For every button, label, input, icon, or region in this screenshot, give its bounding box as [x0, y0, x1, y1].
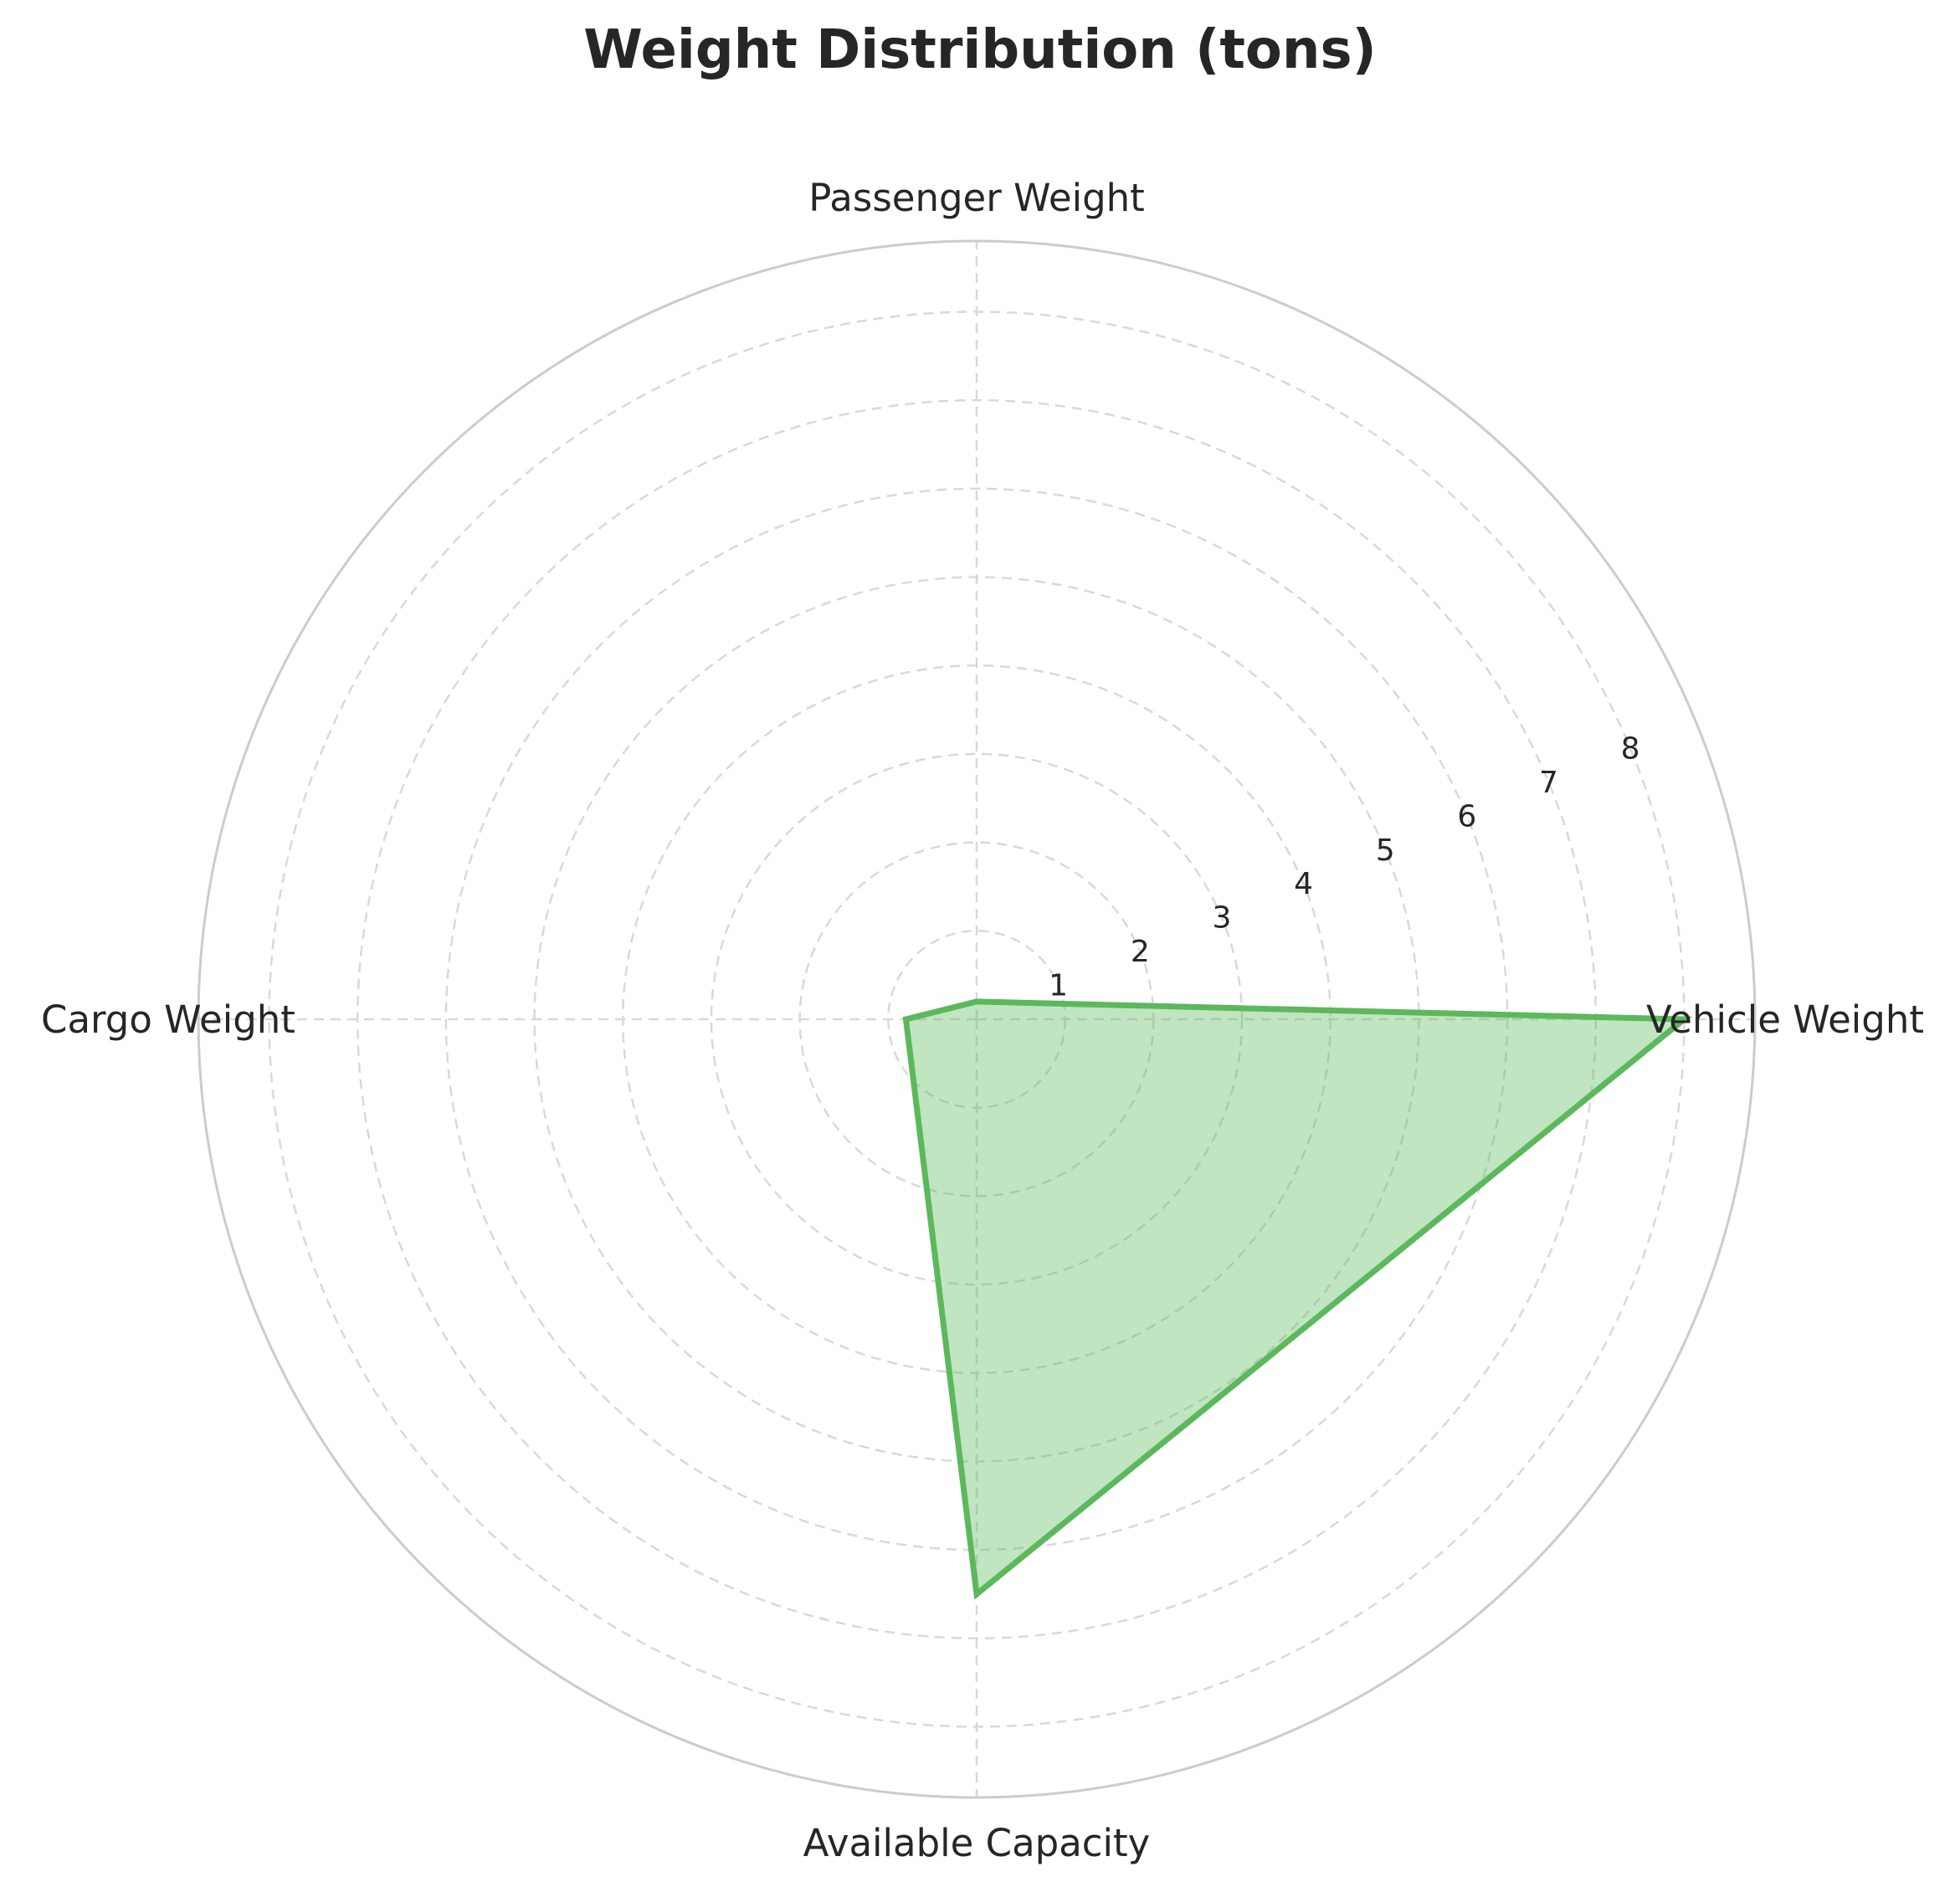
r-tick-label-2: 2 [1131, 935, 1150, 969]
r-tick-label-1: 1 [1049, 969, 1068, 1003]
category-label-2: Cargo Weight [41, 997, 295, 1042]
data-point-0-0 [1680, 1016, 1687, 1023]
category-label-0: Vehicle Weight [1646, 997, 1924, 1042]
grid-circle-3 [710, 752, 1244, 1286]
r-tick-label-3: 3 [1212, 901, 1231, 936]
r-tick-label-7: 7 [1539, 766, 1558, 800]
outer-spine [197, 239, 1757, 1799]
data-point-0-3 [973, 1591, 980, 1597]
label-layer: 1 2 3 4 5 6 7 8 Vehicle Weight Passenger Weight Ca… [41, 176, 1924, 1865]
category-label-3: Available Capacity [803, 1821, 1151, 1865]
data-point-0-2 [902, 1016, 909, 1023]
series-area-0 [906, 1001, 1685, 1594]
data-point-0-1 [973, 998, 980, 1005]
category-label-1: Passenger Weight [808, 176, 1145, 220]
grid-circle-6 [444, 487, 1509, 1551]
chart-title: Weight Distribution (tons) [583, 19, 1377, 81]
data-layer [902, 998, 1693, 1600]
r-tick-label-5: 5 [1376, 833, 1395, 868]
r-tick-label-6: 6 [1457, 799, 1476, 833]
r-tick-label-4: 4 [1294, 867, 1313, 901]
r-tick-label-8: 8 [1621, 731, 1640, 766]
